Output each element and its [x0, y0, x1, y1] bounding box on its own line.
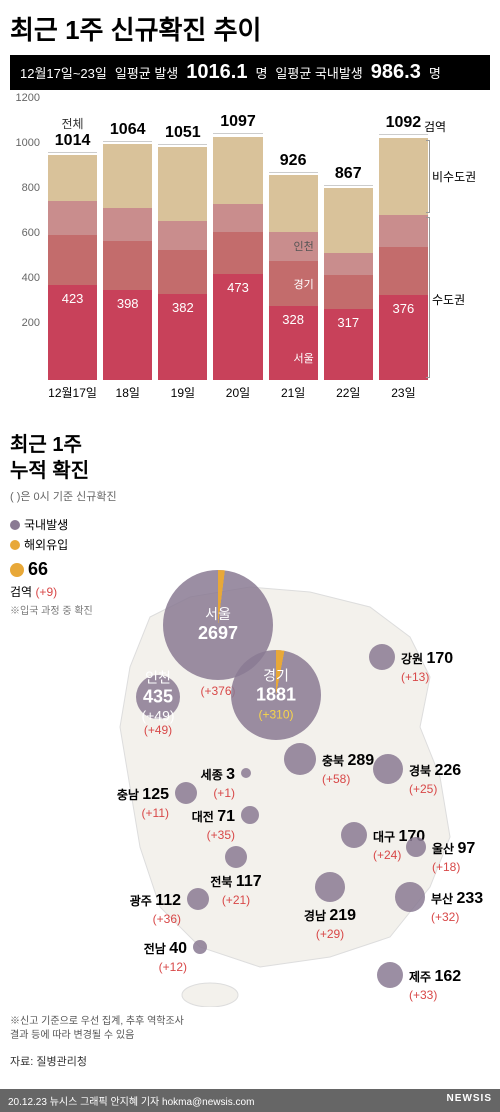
y-tick: 600 — [22, 227, 40, 239]
x-label: 18일 — [103, 384, 152, 401]
bubble-label: 광주 112(+36) — [130, 891, 181, 927]
map-subtitle: ( )은 0시 기준 신규확진 — [10, 488, 140, 504]
seoul-value: 376 — [393, 301, 415, 316]
bubble-label: 강원 170(+13) — [401, 649, 453, 685]
y-tick: 1200 — [16, 92, 40, 104]
bar-total-label: 1097 — [220, 113, 256, 131]
infographic-container: 최근 1주 신규확진 추이 12월17일~23일 일평균 발생 1016.1 명 … — [0, 0, 500, 1079]
x-label: 21일 — [269, 384, 318, 401]
y-axis: 20040060080010001200 — [10, 110, 44, 380]
right-side-labels: 검역 비수도권 수도권 — [432, 110, 490, 380]
bar-column: 1097473784 — [213, 133, 262, 380]
seoul-value: 423 — [62, 291, 84, 306]
bubble-text: 서울2697 — [198, 606, 238, 644]
map-footnote: ※신고 기준으로 우선 집계, 추후 역학조사결과 등에 따라 변경될 수 있음 — [10, 1015, 490, 1043]
stat2-value: 986.3 — [371, 61, 421, 84]
seoul-value: 382 — [172, 300, 194, 315]
bars-container: 1014423794106439876610513827061097473784… — [48, 110, 428, 380]
bubble-text: 인천435(+49) — [141, 669, 174, 724]
x-label: 12월17일 — [48, 384, 97, 401]
y-tick: 800 — [22, 182, 40, 194]
bar-column: 1092376735 — [379, 134, 428, 380]
source-line: 자료: 질병관리청 — [10, 1053, 490, 1069]
bar-total-label: 1092 — [386, 114, 422, 132]
footer-credit: 20.12.23 뉴시스 그래픽 안지혜 기자 hokma@newsis.com — [8, 1093, 254, 1108]
y-tick: 1000 — [16, 137, 40, 149]
bubble-label: 경북 226(+25) — [409, 761, 461, 797]
bar-total-label: 1051 — [165, 124, 201, 142]
bar-column: 867317566 — [324, 185, 373, 380]
footer-brand: NEWSIS — [447, 1093, 492, 1108]
stat2-label: 일평균 국내발생 — [275, 63, 362, 82]
quarantine-note: ※입국 과정 중 확진 — [10, 602, 140, 617]
x-label: 23일 — [379, 384, 428, 401]
main-title: 최근 1주 신규확진 추이 — [10, 10, 490, 47]
period-text: 12월17일~23일 — [20, 63, 107, 82]
bubble-label: 울산 97(+18) — [432, 839, 475, 875]
bar-column: 1014423794 — [48, 152, 97, 380]
y-tick: 200 — [22, 317, 40, 329]
bubble-delta-label: (+49) — [144, 723, 172, 739]
region-label-gyeonggi: 경기 — [273, 276, 322, 292]
bubble-text: 경기1881(+310) — [256, 667, 296, 722]
bar-total-label: 867 — [335, 165, 362, 183]
seoul-value: 473 — [227, 280, 249, 295]
legend-domestic-dot — [10, 520, 20, 530]
legend-overseas-dot — [10, 540, 20, 550]
y-tick: 400 — [22, 272, 40, 284]
region-label-seoul: 서울 — [273, 350, 322, 366]
map-legend: 국내발생 해외유입 66 검역 (+9) ※입국 과정 중 확진 — [10, 516, 140, 617]
bubble-label: 경남 219(+29) — [304, 906, 356, 942]
bubble-label: 전남 40(+12) — [144, 939, 187, 975]
quarantine-label: 검역 — [424, 118, 446, 135]
stat1-suffix: 명 — [255, 63, 267, 82]
bar-column: 1051382706 — [158, 144, 207, 380]
bubble-label: 충북 289(+58) — [322, 751, 374, 787]
footer-bar: 20.12.23 뉴시스 그래픽 안지혜 기자 hokma@newsis.com… — [0, 1089, 500, 1112]
legend-quarantine-dot — [10, 563, 24, 577]
quarantine-label: 검역 (+9) — [10, 583, 140, 600]
bar-total-label: 1014 — [55, 115, 91, 150]
x-axis-labels: 12월17일 18일 19일 20일 21일 22일 23일 — [48, 384, 428, 401]
bar-column: 926328서울경기660인천 — [269, 172, 318, 380]
bubble-label: 제주 162(+33) — [409, 967, 461, 1003]
bubble-label: 부산 233(+32) — [431, 889, 483, 925]
stat1-value: 1016.1 — [186, 61, 247, 84]
legend-quarantine: 66 — [10, 559, 140, 580]
map-title: 최근 1주 누적 확진 — [10, 432, 140, 484]
nonmetro-bracket — [426, 140, 430, 212]
seoul-value: 317 — [337, 315, 359, 330]
bar-total-label: 926 — [280, 152, 307, 170]
subtitle-bar: 12월17일~23일 일평균 발생 1016.1 명 일평균 국내발생 986.3… — [10, 55, 490, 90]
legend-domestic: 국내발생 — [10, 516, 140, 533]
metro-label: 수도권 — [432, 291, 465, 308]
map-section: 최근 1주 누적 확진 ( )은 0시 기준 신규확진 국내발생 해외유입 — [10, 432, 490, 1069]
bubble-label: 충남 125(+11) — [117, 785, 169, 821]
x-label: 20일 — [213, 384, 262, 401]
metro-bracket — [426, 217, 430, 378]
bubble-label: 세종 3(+1) — [201, 765, 235, 801]
stat1-label: 일평균 발생 — [115, 63, 178, 82]
x-label: 19일 — [158, 384, 207, 401]
stacked-bar-chart: 20040060080010001200 1014423794106439876… — [10, 110, 490, 420]
region-label-incheon: 인천 — [273, 238, 322, 254]
seoul-value: 328 — [282, 312, 304, 327]
bubble-label: 전북 117(+21) — [210, 872, 261, 908]
nonmetro-label: 비수도권 — [432, 168, 476, 185]
x-label: 22일 — [324, 384, 373, 401]
bar-total-label: 1064 — [110, 121, 146, 139]
bar-column: 1064398766 — [103, 141, 152, 380]
stat2-suffix: 명 — [429, 63, 441, 82]
seoul-value: 398 — [117, 296, 139, 311]
legend-overseas: 해외유입 — [10, 536, 140, 553]
bubble-label: 대전 71(+35) — [192, 807, 235, 843]
